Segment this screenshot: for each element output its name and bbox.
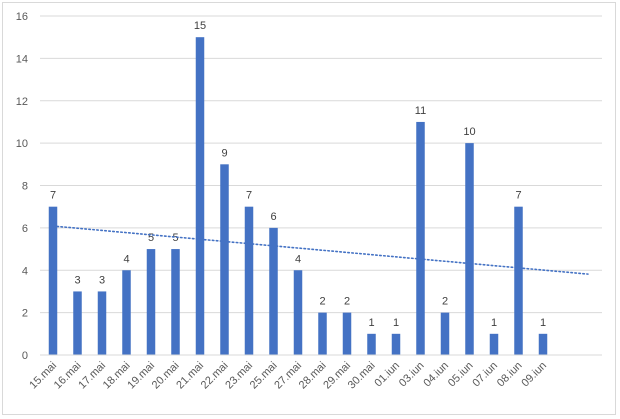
data-label: 7 (515, 190, 521, 202)
y-tick-label: 12 (16, 96, 28, 108)
bar (416, 121, 425, 355)
trendline (52, 225, 589, 275)
bar (195, 37, 205, 355)
bar (73, 291, 82, 355)
bar (342, 312, 352, 355)
bar (538, 333, 548, 355)
bar (465, 143, 474, 355)
data-label: 4 (295, 253, 301, 265)
data-label: 5 (148, 232, 154, 244)
bar (244, 206, 254, 355)
data-label: 1 (393, 317, 399, 329)
data-label: 2 (442, 296, 448, 308)
data-label: 7 (246, 190, 252, 202)
y-tick-label: 0 (22, 350, 28, 362)
x-axis: 15.mai16.mai17.mai18.mai19.mai20.mai21.m… (27, 354, 602, 392)
y-tick-label: 14 (16, 53, 28, 65)
bar (122, 270, 131, 355)
x-tick-label: 08.iun (495, 360, 525, 390)
data-label: 3 (74, 274, 80, 286)
x-tick-label: 01.iun (372, 360, 402, 390)
bar (391, 333, 401, 355)
y-tick-label: 10 (16, 138, 28, 150)
data-label: 1 (491, 317, 497, 329)
y-tick-label: 6 (22, 223, 28, 235)
data-label: 2 (344, 296, 350, 308)
bar (171, 249, 180, 355)
bar (269, 227, 278, 355)
bar (367, 333, 376, 355)
bar (440, 312, 450, 355)
bar (48, 206, 58, 355)
data-label: 9 (221, 147, 227, 159)
y-tick-label: 2 (22, 308, 28, 320)
data-label: 5 (172, 232, 178, 244)
y-tick-label: 16 (16, 11, 28, 23)
bar-series (48, 37, 548, 355)
bar (97, 291, 107, 355)
bar (489, 333, 499, 355)
y-tick-label: 4 (22, 265, 28, 277)
chart-frame (2, 2, 616, 415)
y-tick-label: 8 (22, 181, 28, 193)
data-label: 7 (50, 190, 56, 202)
x-tick-label: 05.iun (446, 360, 476, 390)
data-label: 10 (463, 126, 475, 138)
data-label: 1 (540, 317, 546, 329)
data-label: 1 (368, 317, 374, 329)
data-label: 2 (319, 296, 325, 308)
data-label: 15 (194, 20, 206, 32)
y-axis: 0 2 4 6 8 10 12 14 16 (16, 11, 28, 362)
bar (318, 312, 327, 355)
bar (220, 164, 229, 355)
x-tick-label: 03.iun (397, 360, 427, 390)
x-tick-label: 09.iun (519, 360, 549, 390)
x-tick-label: 30.mai (346, 360, 378, 392)
bar (146, 249, 156, 355)
x-tick-label: 07.iun (470, 360, 500, 390)
data-label: 3 (99, 274, 105, 286)
x-tick-label: 04.iun (421, 360, 451, 390)
bar (514, 206, 523, 355)
trendline-linear (52, 225, 589, 275)
data-label: 4 (123, 253, 129, 265)
bar (293, 270, 303, 355)
data-label: 11 (415, 105, 426, 117)
data-label: 6 (270, 211, 276, 223)
